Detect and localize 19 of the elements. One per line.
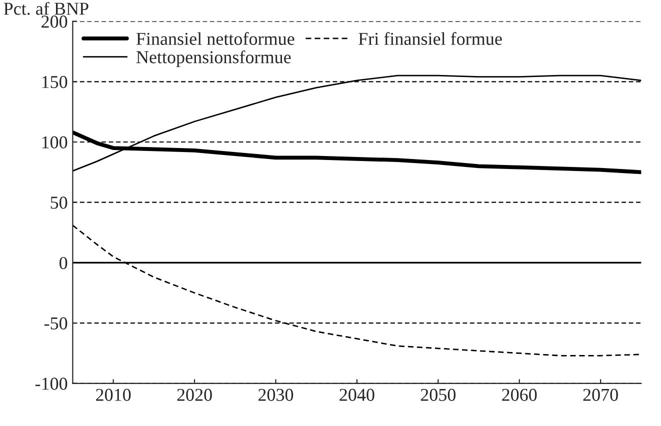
x-tick-label: 2060 — [502, 388, 537, 401]
x-tick-label: 2030 — [258, 388, 294, 401]
y-tick-label: 50 — [50, 196, 68, 209]
y-tick-label: 200 — [42, 16, 68, 28]
legend-label: Nettopensionsformue — [136, 50, 291, 67]
y-tick-label: 0 — [60, 256, 68, 270]
x-tick-label: 2040 — [340, 388, 374, 401]
legend-label: Fri finansiel formue — [358, 32, 502, 45]
x-tick-label: 2010 — [96, 388, 131, 401]
x-tick-label: 2020 — [177, 388, 212, 401]
y-tick-label: 100 — [42, 136, 68, 148]
y-tick-label: -50 — [44, 317, 68, 330]
line-series — [72, 224, 642, 356]
y-tick-label: -100 — [35, 378, 68, 390]
y-axis-title: Pct. af BNP — [4, 2, 88, 15]
y-tick-label: 150 — [42, 76, 68, 88]
x-tick-label: 2050 — [420, 388, 456, 401]
x-tick-label: 2070 — [583, 388, 618, 401]
legend-label: Finansiel nettoformue — [136, 32, 294, 45]
